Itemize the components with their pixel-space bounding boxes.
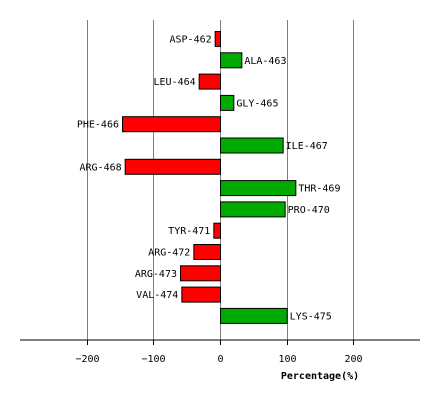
bar [213, 222, 221, 239]
bar-label: ALA-463 [244, 56, 286, 67]
bar-label: GLY-465 [236, 98, 278, 109]
bar [193, 244, 221, 260]
bars: ASP-462 ALA-463 LEU-464 GLY-465 PHE-466 ILE-4… [77, 31, 340, 324]
bar [124, 158, 221, 175]
bar-label: ASP-462 [170, 35, 212, 46]
bar [220, 180, 297, 197]
bar [214, 31, 222, 47]
grid-lines [87, 20, 354, 340]
x-tick-label: 0 [217, 354, 223, 365]
bar-label: PRO-470 [288, 205, 330, 216]
bar [181, 286, 221, 303]
bar-label: VAL-474 [136, 290, 178, 301]
bar-label: ARG-472 [148, 248, 190, 259]
bar-label: ARG-473 [135, 269, 177, 280]
bar-label: ILE-467 [286, 141, 328, 152]
bar [122, 116, 221, 133]
bar-label: THR-469 [298, 184, 340, 195]
bar [220, 52, 243, 69]
bar [220, 307, 288, 324]
bar [180, 265, 221, 282]
x-tick-label: −200 [75, 354, 99, 365]
bar-label: ARG-468 [80, 162, 122, 173]
bar [220, 94, 235, 111]
x-axis-ticks: −200 −100 0 100 200 [75, 340, 363, 365]
x-tick-label: −100 [141, 354, 165, 365]
bar [220, 137, 284, 154]
bar [220, 201, 286, 218]
x-tick-label: 100 [278, 354, 296, 365]
bar [198, 73, 222, 90]
bar-label: TYR-471 [168, 226, 210, 237]
x-axis-title: Percentage(%) [281, 371, 359, 382]
bar-label: LEU-464 [154, 77, 196, 88]
x-tick-label: 200 [344, 354, 362, 365]
bar-label: LYS-475 [290, 311, 332, 322]
bar-label: PHE-466 [77, 120, 119, 131]
